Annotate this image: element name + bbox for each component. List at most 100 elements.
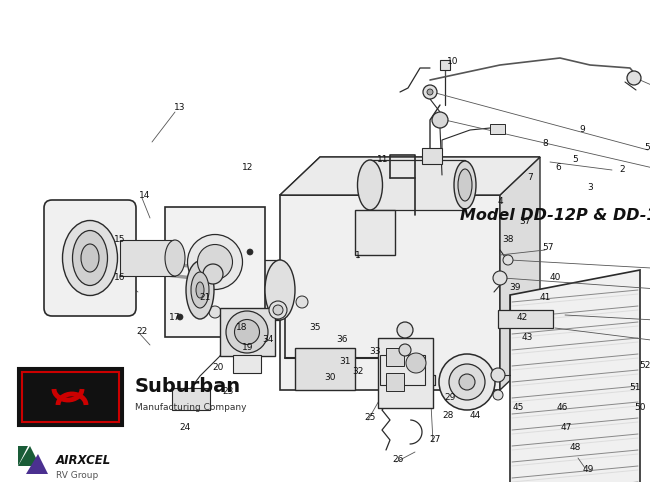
Polygon shape (500, 157, 540, 390)
Circle shape (399, 344, 411, 356)
Text: 21: 21 (200, 294, 211, 303)
Text: 35: 35 (309, 323, 320, 333)
Text: 23: 23 (222, 388, 234, 397)
Text: 6: 6 (555, 163, 561, 173)
Bar (220, 308, 275, 356)
Text: 28: 28 (442, 411, 454, 419)
Circle shape (406, 353, 426, 373)
Ellipse shape (454, 161, 476, 209)
Bar (422, 148, 442, 164)
Polygon shape (280, 157, 540, 195)
Text: 13: 13 (174, 104, 186, 112)
Bar (295, 348, 355, 390)
Text: 41: 41 (540, 294, 551, 303)
Text: Model DD-12P & DD-17P: Model DD-12P & DD-17P (460, 207, 650, 223)
Circle shape (503, 255, 513, 265)
Text: 18: 18 (236, 323, 248, 333)
Bar (200, 260, 280, 320)
Circle shape (493, 390, 503, 400)
Text: 46: 46 (556, 403, 567, 413)
Text: 24: 24 (179, 424, 190, 432)
Text: 44: 44 (469, 411, 480, 419)
Bar (378, 338, 433, 408)
Text: 31: 31 (339, 358, 351, 366)
Text: 5: 5 (572, 156, 578, 164)
Circle shape (459, 374, 475, 390)
Text: 48: 48 (569, 443, 580, 453)
Text: Suburban: Suburban (135, 376, 241, 396)
Text: 8: 8 (542, 138, 548, 147)
Circle shape (432, 112, 448, 128)
Circle shape (427, 89, 433, 95)
Ellipse shape (198, 244, 233, 280)
Bar (498, 310, 553, 328)
Bar (280, 195, 500, 390)
Circle shape (449, 364, 485, 400)
Text: 49: 49 (582, 466, 593, 474)
Bar (233, 355, 261, 373)
Circle shape (247, 249, 253, 255)
Text: 34: 34 (263, 335, 274, 345)
Text: 26: 26 (393, 455, 404, 465)
Polygon shape (26, 454, 48, 474)
Ellipse shape (358, 160, 382, 210)
Ellipse shape (186, 261, 214, 319)
Ellipse shape (226, 311, 268, 353)
Text: 51: 51 (629, 384, 641, 392)
Text: 20: 20 (213, 363, 224, 373)
Text: 45: 45 (512, 403, 524, 413)
Circle shape (627, 71, 641, 85)
Circle shape (493, 271, 507, 285)
Polygon shape (510, 270, 640, 482)
Text: 10: 10 (447, 57, 459, 67)
Bar (386, 348, 404, 366)
Text: 2: 2 (619, 165, 625, 174)
Ellipse shape (235, 320, 259, 345)
Ellipse shape (81, 244, 99, 272)
Text: 16: 16 (114, 273, 125, 282)
Text: 37: 37 (519, 217, 531, 227)
Text: 29: 29 (445, 393, 456, 402)
Circle shape (273, 305, 283, 315)
Text: 32: 32 (352, 367, 364, 376)
FancyBboxPatch shape (44, 200, 136, 316)
Text: 30: 30 (324, 374, 336, 383)
Bar (490, 124, 505, 134)
Text: 40: 40 (549, 273, 561, 282)
Bar (386, 373, 404, 391)
Circle shape (296, 296, 308, 308)
Bar (165, 207, 265, 337)
Ellipse shape (458, 169, 472, 201)
Circle shape (177, 249, 183, 255)
Bar (22, 372, 119, 422)
Circle shape (247, 314, 253, 320)
Circle shape (203, 264, 223, 284)
Text: 25: 25 (364, 414, 376, 423)
Text: 22: 22 (136, 327, 148, 336)
Text: 7: 7 (527, 174, 533, 183)
Text: 15: 15 (114, 236, 125, 244)
Text: 52: 52 (640, 361, 650, 370)
Bar (120, 240, 175, 276)
Bar (370, 160, 465, 210)
Text: 3: 3 (587, 184, 593, 192)
Text: 57: 57 (542, 243, 554, 253)
Bar (355, 210, 395, 255)
Text: 59: 59 (644, 144, 650, 152)
Text: 4: 4 (497, 198, 503, 206)
Text: 39: 39 (509, 283, 521, 293)
Text: 19: 19 (242, 344, 254, 352)
Ellipse shape (187, 235, 242, 290)
Bar (380, 355, 425, 385)
Circle shape (423, 85, 437, 99)
Ellipse shape (265, 260, 295, 320)
Ellipse shape (73, 230, 107, 285)
Text: 9: 9 (579, 125, 585, 134)
Circle shape (439, 354, 495, 410)
Text: 42: 42 (516, 313, 528, 322)
Text: 50: 50 (634, 403, 645, 413)
Bar (18, 368, 123, 426)
Ellipse shape (196, 282, 204, 298)
Circle shape (177, 314, 183, 320)
Text: 27: 27 (429, 436, 441, 444)
